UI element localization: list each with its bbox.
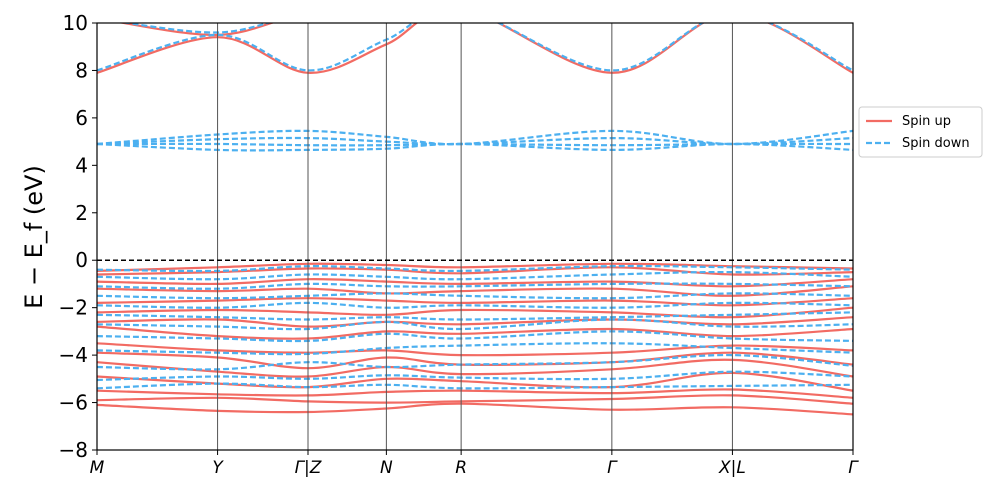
legend-label-spin-down: Spin down [902,136,970,151]
spin-down-band-3 [97,342,853,356]
spin-down-band-8 [97,292,853,300]
y-tick-label-7: 6 [75,106,88,130]
plot-frame [96,22,854,451]
x-tick-label-6: X|L [718,458,746,478]
spin-down-band-6 [97,311,853,321]
y-tick-label-1: −6 [59,391,88,415]
legend-label-spin-up: Spin up [902,114,951,129]
x-tick-label-5: Γ [607,458,618,478]
spin-down-band-17 [121,23,272,34]
y-axis-label: E − E_f (eV) [20,165,48,309]
y-tick-label-8: 8 [75,58,88,82]
legend-box [858,106,983,158]
y-tick-label-2: −4 [59,343,88,367]
y-tick-label-5: 2 [75,201,88,225]
legend: Spin up Spin down [858,106,983,158]
y-tick-label-9: 10 [63,11,88,35]
x-tick-label-0: M [90,458,105,478]
high-symmetry-lines [217,23,733,450]
x-tick-label-1: Y [212,458,224,478]
spin-up-band-6 [97,342,853,357]
y-tick-label-3: −2 [59,296,88,320]
spin-down-band-9 [97,282,853,290]
spin-up-band-9 [97,306,853,319]
x-tick-label-2: Γ|Z [295,458,322,478]
x-tick-label-4: R [455,458,467,478]
x-axis-ticks: M Y Γ|Z N R Γ X|L Γ [90,450,859,478]
x-tick-label-3: N [380,458,393,478]
x-tick-label-7: Γ [848,458,859,478]
spin-down-band-4 [97,330,853,343]
spin-up-band-0 [97,402,853,416]
spin-down-band-5 [97,318,853,331]
spin-up-band-8 [97,316,853,328]
spin-up-band-12 [97,278,853,288]
spin-down-band-7 [97,301,853,309]
spin-down-band-15 [97,129,853,146]
spin-down-band-11 [97,264,853,273]
y-tick-label-6: 4 [75,153,88,177]
spin-up-band-2 [97,388,853,399]
spin-up-band-15 [97,23,853,74]
spin-down-band-0 [97,382,853,390]
spin-up-band-14 [97,262,853,272]
spin-up-band-13 [97,266,853,276]
spin-up-band-10 [97,297,853,307]
y-axis-ticks: −8 −6 −4 −2 0 2 4 6 8 10 [59,11,97,462]
spin-down-band-16 [97,23,853,72]
spin-down-band-2 [97,353,853,371]
spin-up-band-7 [97,325,853,340]
spin-down-band-1 [97,370,853,382]
spin-up-band-16 [117,23,275,37]
y-tick-label-0: −8 [59,438,88,462]
spin-down-band-10 [97,270,853,281]
y-tick-label-4: 0 [75,248,88,272]
bands-layer [97,23,853,416]
spin-up-band-1 [97,394,853,405]
